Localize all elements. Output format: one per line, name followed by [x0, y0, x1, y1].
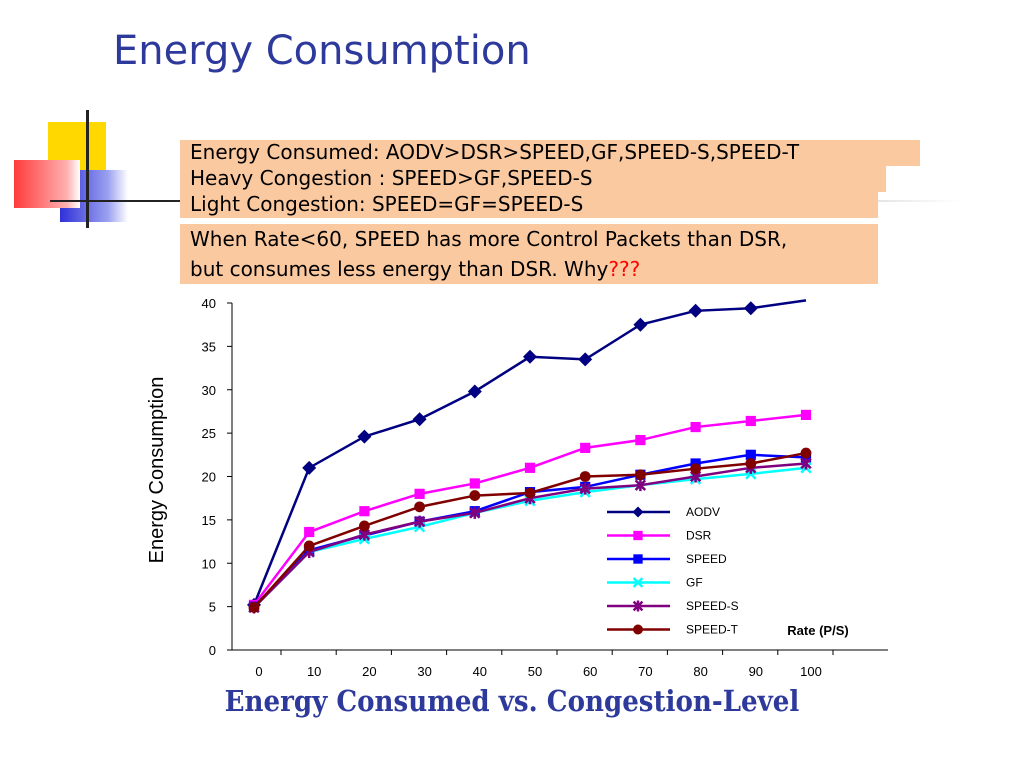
data-point	[634, 479, 647, 492]
y-tick-label: 0	[209, 643, 216, 658]
data-point	[635, 434, 646, 446]
data-point	[580, 442, 591, 453]
data-point	[743, 301, 758, 316]
x-axis-label: Rate (P/S)	[787, 623, 848, 638]
y-ticks: 0 5 10 15 20 25 30 35 40	[202, 296, 232, 658]
data-point	[412, 412, 427, 427]
summary-line-1: Energy Consumed: AODV>DSR>SPEED,GF,SPEED…	[180, 140, 920, 166]
legend-marker	[632, 577, 644, 588]
data-point	[359, 506, 370, 517]
data-point	[303, 540, 315, 552]
legend-marker	[632, 600, 644, 612]
note-line-2-text: but consumes less energy than DSR. Why	[190, 257, 609, 281]
series-dsr	[248, 409, 812, 610]
y-tick-label: 30	[202, 383, 216, 398]
y-tick-label: 40	[202, 296, 216, 311]
data-point	[745, 449, 756, 460]
y-tick-label: 20	[202, 470, 216, 485]
series-layer	[247, 299, 812, 614]
data-point	[414, 488, 425, 499]
legend-label: SPEED	[686, 552, 727, 566]
legend-marker	[633, 530, 643, 541]
data-point	[524, 487, 536, 499]
y-axis-label: Energy Consumption	[146, 377, 168, 564]
x-tick-label: 10	[307, 664, 321, 679]
series-aodv	[247, 299, 807, 612]
legend-label: DSR	[686, 529, 712, 543]
legend-marker	[633, 624, 643, 635]
x-tick-label: 50	[528, 664, 542, 679]
data-point	[359, 520, 370, 532]
series-speed-t	[248, 447, 812, 613]
note-line-1: When Rate<60, SPEED has more Control Pac…	[190, 227, 788, 251]
data-point	[304, 526, 315, 538]
x-tick-label: 90	[749, 664, 763, 679]
legend-item: GF	[607, 576, 703, 590]
legend-label: AODV	[686, 505, 720, 519]
data-point	[745, 458, 757, 469]
y-tick-label: 35	[202, 339, 216, 354]
data-point	[579, 471, 591, 482]
chart-axes	[231, 303, 888, 651]
x-tick-label: 40	[473, 664, 487, 679]
data-point	[745, 415, 756, 427]
series-line	[253, 413, 807, 606]
summary-line-2: Heavy Congestion : SPEED>GF,SPEED-S	[180, 166, 886, 192]
data-point	[524, 462, 536, 473]
data-point	[523, 349, 537, 364]
x-tick-label: 20	[362, 664, 376, 679]
data-point	[357, 429, 372, 444]
x-tick-label: 0	[255, 664, 262, 679]
data-point	[800, 409, 812, 421]
y-tick-label: 5	[209, 600, 216, 615]
x-tick-label: 30	[417, 664, 431, 679]
legend-marker	[633, 554, 643, 564]
x-ticks: 0 10 20 30 40 50 60 70 80 90 100	[255, 650, 834, 679]
series-speed	[248, 449, 812, 612]
data-point	[413, 515, 426, 528]
legend-item: SPEED-S	[607, 599, 739, 613]
data-point	[248, 602, 260, 613]
slide-title: Energy Consumption	[113, 28, 531, 74]
legend-item: DSR	[607, 529, 712, 543]
data-point	[800, 457, 812, 470]
y-tick-label: 15	[202, 513, 216, 528]
chart-legend: AODV DSR SPEED GF SPEED-S SPEED-T	[607, 505, 739, 637]
data-point	[688, 303, 703, 318]
note-line-2: but consumes less energy than DSR. Why??…	[190, 254, 868, 284]
note-box: When Rate<60, SPEED has more Control Pac…	[180, 224, 878, 284]
y-tick-label: 10	[202, 556, 216, 571]
data-point	[690, 463, 701, 475]
chart-caption: Energy Consumed vs. Congestion-Level	[224, 684, 800, 718]
data-point	[633, 317, 648, 332]
data-point	[302, 460, 317, 475]
data-point	[467, 384, 482, 399]
decor-vertical-line	[86, 110, 89, 228]
data-point	[469, 478, 480, 489]
legend-item: AODV	[607, 505, 720, 519]
x-tick-label: 70	[638, 664, 652, 679]
data-point	[635, 469, 646, 481]
x-tick-label: 60	[583, 664, 597, 679]
legend-marker	[632, 506, 644, 518]
x-tick-label: 100	[800, 664, 822, 679]
y-tick-label: 25	[202, 426, 216, 441]
legend-label: GF	[686, 576, 703, 590]
note-question-marks: ???	[608, 257, 641, 281]
data-point	[800, 447, 812, 459]
series-speed-s	[248, 457, 812, 614]
legend-item: SPEED	[607, 552, 727, 566]
data-point	[469, 506, 481, 519]
x-tick-label: 80	[693, 664, 707, 679]
legend-item: SPEED-T	[607, 623, 739, 637]
data-point	[690, 421, 701, 433]
legend-label: SPEED-S	[686, 599, 739, 613]
summary-line-3: Light Congestion: SPEED=GF=SPEED-S	[180, 192, 878, 218]
data-point	[469, 490, 481, 501]
data-point	[579, 482, 591, 495]
data-point	[414, 501, 425, 513]
legend-label: SPEED-T	[686, 623, 739, 637]
data-point	[578, 352, 593, 367]
